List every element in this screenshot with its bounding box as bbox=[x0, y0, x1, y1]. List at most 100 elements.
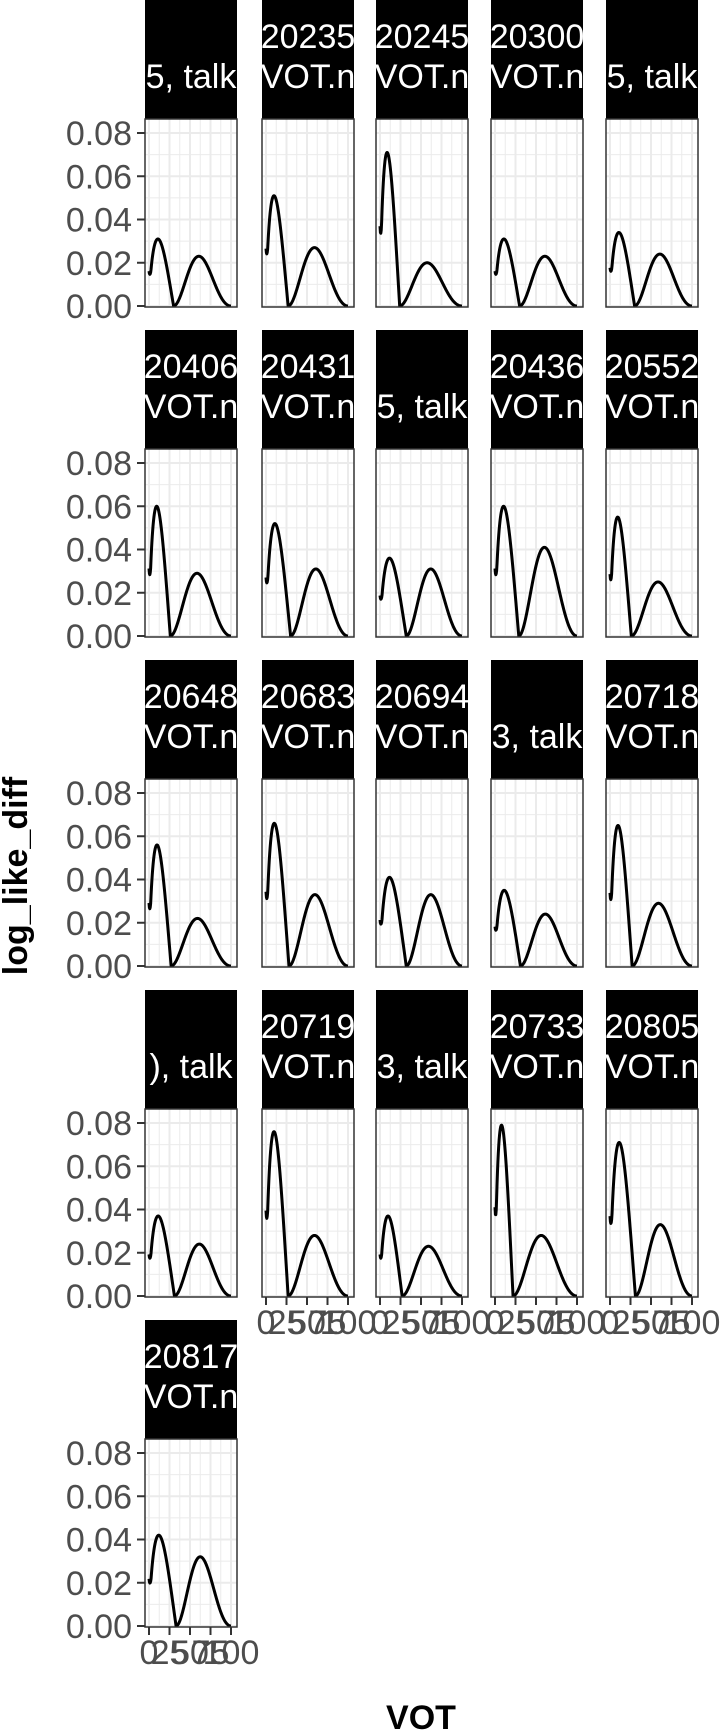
grid-lines bbox=[376, 779, 468, 967]
x-tick-label: 25 bbox=[612, 1304, 650, 1342]
grid-lines bbox=[606, 1109, 698, 1297]
y-tick-label: 0.00 bbox=[66, 1278, 132, 1316]
series-line bbox=[264, 821, 350, 968]
grid-lines bbox=[262, 449, 354, 637]
y-axis: 0.00 0.02 0.04 0.06 0.08 bbox=[66, 1435, 145, 1646]
facet-strip: ), talk bbox=[145, 990, 237, 1109]
strip-background bbox=[145, 1320, 237, 1439]
strip-label: 3, talk bbox=[377, 1048, 469, 1086]
x-tick-label: 25 bbox=[382, 1304, 420, 1342]
y-tick-label: 0.00 bbox=[66, 1608, 132, 1646]
panel-border bbox=[261, 118, 355, 308]
strip-background bbox=[606, 330, 698, 449]
x-tick-label: 100 bbox=[203, 1634, 260, 1672]
facet-panel: 5, talk bbox=[375, 330, 469, 638]
strip-background bbox=[376, 990, 468, 1109]
strip-background bbox=[376, 330, 468, 449]
panel-border bbox=[605, 118, 699, 308]
y-tick-label: 0.00 bbox=[66, 618, 132, 656]
strip-background bbox=[491, 0, 583, 119]
y-tick-label: 0.00 bbox=[66, 288, 132, 326]
panel-border bbox=[261, 778, 355, 968]
y-axis-title: log_like_diff bbox=[0, 776, 35, 975]
strip-label: 20235 bbox=[261, 18, 356, 56]
grid-lines bbox=[491, 449, 583, 637]
series-line bbox=[378, 875, 464, 968]
facet-panel: 5, talk 0.00 0.02 0.04 0.06 0.08 bbox=[66, 0, 238, 326]
y-tick-label: 0.04 bbox=[66, 1522, 132, 1560]
series-line bbox=[608, 823, 694, 968]
x-tick-label: 0 bbox=[371, 1304, 390, 1342]
x-tick-label: 100 bbox=[664, 1304, 721, 1342]
strip-background bbox=[491, 660, 583, 779]
series-line bbox=[493, 237, 579, 308]
facet-strip: 5, talk bbox=[145, 0, 237, 119]
strip-background bbox=[145, 330, 237, 449]
strip-background bbox=[262, 990, 354, 1109]
facet-panel: 3, talk bbox=[490, 660, 584, 968]
strip-label: VOT.n bbox=[490, 58, 584, 96]
facet-strip: 3, talk bbox=[376, 990, 468, 1109]
facet-strip: 3, talk bbox=[491, 660, 583, 779]
strip-label: 20683 bbox=[261, 678, 356, 716]
x-tick-label: 100 bbox=[549, 1304, 606, 1342]
strip-label: VOT.n bbox=[490, 1048, 584, 1086]
x-tick-label: 75 bbox=[653, 1304, 691, 1342]
facet-strip: 5, talk bbox=[376, 330, 468, 449]
grid-lines bbox=[145, 449, 237, 637]
strip-label: VOT.n bbox=[605, 388, 699, 426]
panel-border bbox=[605, 448, 699, 638]
y-tick-label: 0.08 bbox=[66, 1435, 132, 1473]
y-tick-label: 0.06 bbox=[66, 158, 132, 196]
x-tick-label: 0 bbox=[486, 1304, 505, 1342]
strip-label: 20718 bbox=[605, 678, 700, 716]
strip-background bbox=[491, 990, 583, 1109]
y-tick-label: 0.08 bbox=[66, 115, 132, 153]
x-tick-label: 0 bbox=[601, 1304, 620, 1342]
y-tick-label: 0.06 bbox=[66, 488, 132, 526]
strip-background bbox=[491, 330, 583, 449]
panel-border bbox=[375, 778, 469, 968]
y-tick-label: 0.08 bbox=[66, 445, 132, 483]
panel-border bbox=[490, 118, 584, 308]
series-line bbox=[493, 1123, 579, 1298]
x-tick-label: 25 bbox=[497, 1304, 535, 1342]
strip-label: ), talk bbox=[149, 1048, 233, 1086]
strip-text-group: ), talk bbox=[149, 1048, 233, 1086]
y-tick-label: 0.04 bbox=[66, 202, 132, 240]
strip-label: VOT.n bbox=[490, 388, 584, 426]
y-tick-label: 0.06 bbox=[66, 1148, 132, 1186]
y-tick-label: 0.04 bbox=[66, 532, 132, 570]
strip-label: 20805 bbox=[605, 1008, 700, 1046]
y-tick-label: 0.02 bbox=[66, 245, 132, 283]
x-tick-label: 50 bbox=[402, 1304, 440, 1342]
strip-background bbox=[262, 0, 354, 119]
panel-border bbox=[605, 778, 699, 968]
x-tick-label: 75 bbox=[538, 1304, 576, 1342]
y-tick-label: 0.02 bbox=[66, 905, 132, 943]
grid-lines bbox=[262, 779, 354, 967]
grid-lines bbox=[376, 119, 468, 307]
strip-label: 5, talk bbox=[146, 58, 238, 96]
strip-label: VOT.n bbox=[375, 58, 469, 96]
strip-label: 20300 bbox=[490, 18, 585, 56]
grid-lines bbox=[145, 1439, 237, 1627]
series-line bbox=[264, 194, 350, 308]
strip-background bbox=[145, 990, 237, 1109]
